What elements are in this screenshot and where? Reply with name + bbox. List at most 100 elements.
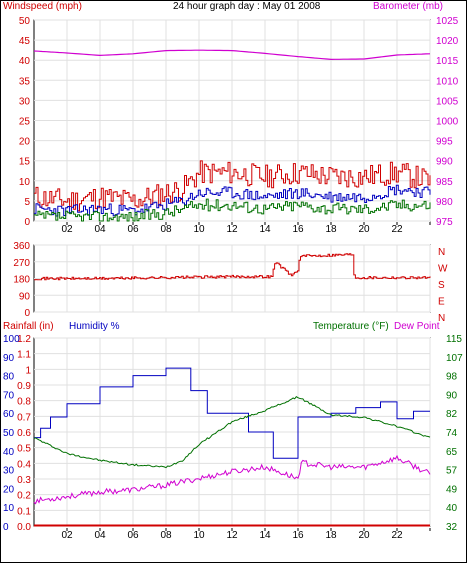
barometer-tick-975: 975 bbox=[436, 217, 453, 228]
windspeed-tick-30: 30 bbox=[19, 96, 31, 107]
windspeed-tick-40: 40 bbox=[19, 56, 31, 67]
windspeed-tick-45: 45 bbox=[19, 36, 31, 47]
compass-label-3: E bbox=[438, 297, 445, 308]
barometer-tick-1000: 1000 bbox=[436, 117, 459, 128]
windspeed-tick-0: 0 bbox=[24, 217, 30, 228]
direction-tick-360: 360 bbox=[13, 241, 30, 252]
rainfall-tick-5: 0.5 bbox=[17, 444, 31, 455]
wind-xlabel-4: 10 bbox=[193, 224, 205, 235]
chart-title: 24 hour graph day : May 01 2008 bbox=[173, 1, 321, 12]
wind-xlabel-9: 20 bbox=[358, 224, 370, 235]
windspeed-tick-5: 5 bbox=[24, 197, 30, 208]
wind-average-line bbox=[34, 184, 431, 217]
windspeed-tick-35: 35 bbox=[19, 76, 31, 87]
temp-xlabel-4: 10 bbox=[193, 530, 205, 541]
wind-direction-line bbox=[34, 253, 431, 281]
humidity-tick-60: 60 bbox=[3, 409, 15, 420]
barometer-tick-980: 980 bbox=[436, 197, 453, 208]
direction-tick-180: 180 bbox=[13, 275, 30, 286]
rainfall-tick-11: 1.1 bbox=[17, 350, 31, 361]
humidity-tick-10: 10 bbox=[3, 503, 15, 514]
temp-xlabel-5: 12 bbox=[226, 530, 238, 541]
rainfall-tick-4: 0.4 bbox=[17, 459, 31, 470]
wind-xlabel-8: 18 bbox=[325, 224, 337, 235]
dew-point-axis-title: Dew Point bbox=[394, 321, 440, 332]
temp-xlabel-8: 18 bbox=[325, 530, 337, 541]
humidity-tick-20: 20 bbox=[3, 484, 15, 495]
humidity-tick-40: 40 bbox=[3, 447, 15, 458]
wind-xlabel-2: 06 bbox=[127, 224, 139, 235]
temperature-tick-40: 40 bbox=[446, 503, 458, 514]
temperature-tick-98: 98 bbox=[446, 372, 458, 383]
temp-xlabel-7: 16 bbox=[292, 530, 304, 541]
rainfall-tick-1: 0.1 bbox=[17, 506, 31, 517]
barometer-tick-1010: 1010 bbox=[436, 76, 459, 87]
barometer-tick-990: 990 bbox=[436, 157, 453, 168]
barometer-line bbox=[33, 49, 431, 61]
temp-xlabel-10: 22 bbox=[391, 530, 403, 541]
temp-xlabel-2: 06 bbox=[127, 530, 139, 541]
humidity-tick-80: 80 bbox=[3, 372, 15, 383]
wind-xlabel-5: 12 bbox=[226, 224, 238, 235]
wind-xlabel-7: 16 bbox=[292, 224, 304, 235]
windspeed-tick-20: 20 bbox=[19, 137, 31, 148]
direction-tick-90: 90 bbox=[19, 291, 31, 302]
rainfall-tick-7: 0.7 bbox=[17, 412, 31, 423]
temperature-tick-74: 74 bbox=[446, 428, 458, 439]
direction-tick-0: 0 bbox=[24, 308, 30, 319]
barometer-tick-1015: 1015 bbox=[436, 56, 459, 67]
wind-xlabel-6: 14 bbox=[259, 224, 271, 235]
humidity-axis-title: Humidity % bbox=[69, 321, 120, 332]
windspeed-tick-50: 50 bbox=[19, 16, 31, 27]
barometer-tick-985: 985 bbox=[436, 177, 453, 188]
temp-xlabel-0: 02 bbox=[61, 530, 73, 541]
windspeed-tick-25: 25 bbox=[19, 117, 31, 128]
wind-xlabel-10: 22 bbox=[391, 224, 403, 235]
temp-xlabel-1: 04 bbox=[94, 530, 106, 541]
humidity-tick-100: 100 bbox=[3, 334, 20, 345]
temp-xlabel-3: 08 bbox=[160, 530, 172, 541]
compass-label-2: S bbox=[438, 280, 445, 291]
windspeed-tick-10: 10 bbox=[19, 177, 31, 188]
wind-speed-line bbox=[34, 198, 431, 222]
barometer-axis-title: Barometer (mb) bbox=[373, 1, 444, 12]
temp-xlabel-6: 14 bbox=[259, 530, 271, 541]
barometer-tick-1025: 1025 bbox=[436, 16, 459, 27]
wind-xlabel-3: 08 bbox=[160, 224, 172, 235]
rainfall-axis-title: Rainfall (in) bbox=[3, 321, 54, 332]
wind-xlabel-0: 02 bbox=[61, 224, 73, 235]
temperature-tick-82: 82 bbox=[446, 409, 458, 420]
dew-point-line bbox=[33, 454, 431, 505]
rainfall-tick-8: 0.8 bbox=[17, 397, 31, 408]
temperature-line bbox=[33, 396, 431, 469]
rainfall-tick-3: 0.3 bbox=[17, 475, 31, 486]
temp-xlabel-9: 20 bbox=[358, 530, 370, 541]
humidity-tick-50: 50 bbox=[3, 428, 15, 439]
temperature-tick-107: 107 bbox=[446, 353, 463, 364]
temperature-tick-57: 57 bbox=[446, 466, 458, 477]
temperature-tick-32: 32 bbox=[446, 522, 458, 533]
humidity-tick-30: 30 bbox=[3, 466, 15, 477]
barometer-tick-1005: 1005 bbox=[436, 96, 459, 107]
humidity-tick-0: 0 bbox=[3, 522, 9, 533]
wind-gust-line bbox=[34, 160, 431, 212]
temperature-tick-90: 90 bbox=[446, 390, 458, 401]
temperature-tick-49: 49 bbox=[446, 484, 458, 495]
barometer-tick-995: 995 bbox=[436, 137, 453, 148]
rainfall-tick-6: 0.6 bbox=[17, 428, 31, 439]
temperature-axis-title: Temperature (°F) bbox=[313, 321, 389, 332]
humidity-tick-90: 90 bbox=[3, 353, 15, 364]
windspeed-axis-title: Windspeed (mph) bbox=[3, 1, 82, 12]
rainfall-tick-2: 0.2 bbox=[17, 491, 31, 502]
compass-label-0: N bbox=[438, 247, 445, 258]
humidity-tick-70: 70 bbox=[3, 390, 15, 401]
compass-label-1: W bbox=[438, 264, 448, 275]
rainfall-tick-12: 1.2 bbox=[17, 334, 31, 345]
rainfall-tick-9: 0.9 bbox=[17, 381, 31, 392]
temperature-tick-65: 65 bbox=[446, 447, 458, 458]
windspeed-tick-15: 15 bbox=[19, 157, 31, 168]
compass-label-4: N bbox=[438, 313, 445, 324]
humidity-line bbox=[34, 367, 430, 459]
